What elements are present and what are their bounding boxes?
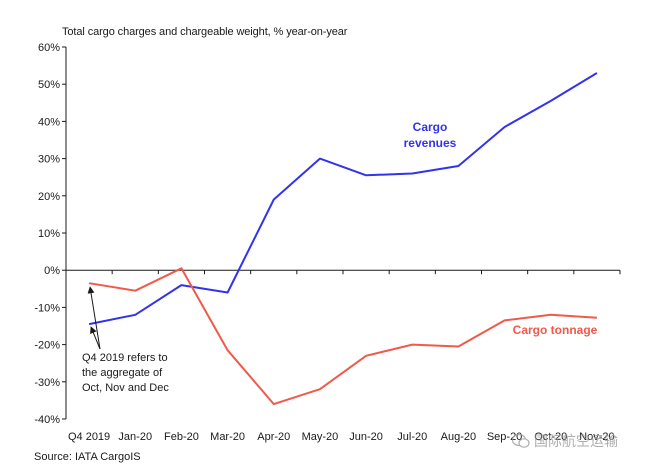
x-tick-label: May-20	[302, 431, 339, 443]
annotation-line: Oct, Nov and Dec	[82, 382, 169, 394]
x-tick-label: Sep-20	[487, 431, 522, 443]
y-tick-label: 20%	[38, 191, 60, 203]
chart-title: Total cargo charges and chargeable weigh…	[62, 26, 348, 38]
source-note: Source: IATA CargoIS	[34, 451, 141, 463]
series-label-cargo-revenues: Cargo revenues	[404, 120, 457, 150]
annotation-note: Q4 2019 refers to the aggregate of Oct, No…	[82, 352, 169, 394]
y-tick-label: -20%	[34, 340, 60, 352]
y-tick-label: -10%	[34, 302, 60, 314]
x-tick-label: Jun-20	[349, 431, 383, 443]
series-label-line: Cargo tonnage	[513, 323, 598, 337]
watermark: 国际航空运输	[512, 431, 618, 451]
y-tick-label: -30%	[34, 377, 60, 389]
wechat-icon	[512, 433, 530, 448]
series-line-cargo-revenues	[88, 72, 598, 326]
x-tick-label: Feb-20	[164, 431, 199, 443]
y-tick-label: 30%	[38, 154, 60, 166]
y-tick-label: 40%	[38, 116, 60, 128]
x-tick-label: Aug-20	[441, 431, 476, 443]
chart-series	[88, 72, 598, 406]
x-tick-label: Mar-20	[210, 431, 245, 443]
annotation-arrow	[90, 326, 101, 350]
y-tick-label: 60%	[38, 42, 60, 54]
annotation-line: Q4 2019 refers to	[82, 352, 168, 364]
x-tick-label: Oct-20	[534, 431, 567, 443]
x-tick-label: Q4 2019	[68, 431, 110, 443]
watermark-text: 国际航空运输	[534, 433, 618, 449]
series-label-cargo-tonnage: Cargo tonnage	[513, 323, 598, 337]
x-tick-label: Jan-20	[118, 431, 152, 443]
x-tick-label: Jul-20	[397, 431, 427, 443]
y-tick-label: 0%	[44, 265, 60, 277]
y-tick-label: 50%	[38, 79, 60, 91]
x-tick-label: Apr-20	[257, 431, 290, 443]
chart-labels: Cargo revenues Cargo tonnage Q4 2019 refers…	[82, 120, 598, 394]
series-label-line: revenues	[404, 136, 457, 150]
series-line-cargo-tonnage	[88, 267, 597, 406]
x-tick-label: Nov-20	[579, 431, 614, 443]
series-label-line: Cargo	[413, 120, 448, 134]
chart-axes: 60% 50% 40% 30% 20% 10% 0% -10% -20% -30% -40% Q4 2…	[34, 42, 621, 443]
annotation-arrow	[87, 286, 101, 350]
y-tick-label: -40%	[34, 414, 60, 426]
y-tick-label: 10%	[38, 228, 60, 240]
annotation-line: the aggregate of	[82, 367, 163, 379]
